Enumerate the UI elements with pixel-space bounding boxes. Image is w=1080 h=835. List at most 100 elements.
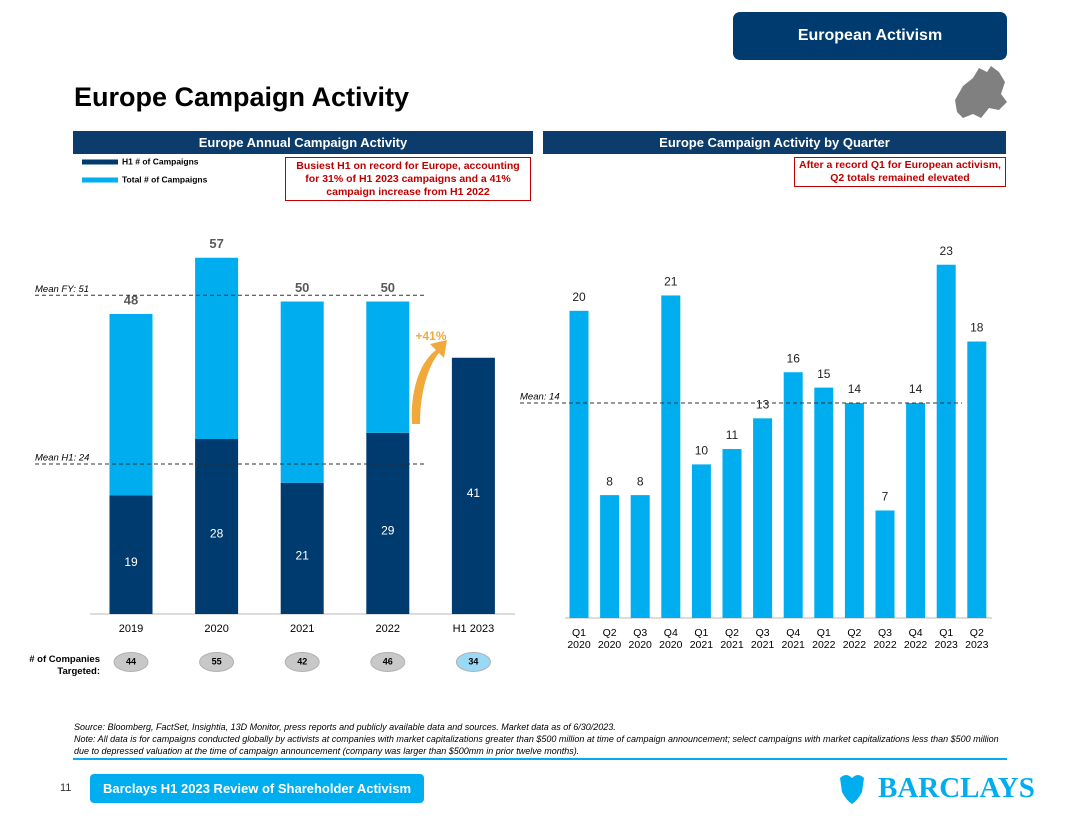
company-pill: [370, 652, 406, 672]
value-label: 23: [940, 244, 954, 258]
companies-label: # of Companies Targeted:: [29, 654, 100, 677]
x-tick-label: 2022: [904, 639, 928, 651]
company-pill: [113, 652, 149, 672]
bar: [661, 295, 681, 618]
company-pill: [199, 652, 235, 672]
value-label: 21: [664, 275, 678, 289]
x-tick-label: Q4: [786, 627, 800, 639]
annotation: After a record Q1 for European activism,…: [794, 157, 1006, 187]
x-tick-label: 2019: [119, 623, 143, 635]
note: Note: All data is for campaigns conducte…: [74, 734, 999, 756]
mean-label: Mean FY: 51: [35, 284, 89, 295]
bar-segment: [195, 257, 239, 439]
value-label: 8: [606, 474, 613, 488]
bar: [600, 495, 620, 618]
value-label: 14: [848, 382, 862, 396]
bar: [875, 510, 895, 618]
page-title: Europe Campaign Activity: [74, 82, 410, 112]
bar-segment: [195, 439, 239, 614]
x-tick-label: 2021: [290, 623, 314, 635]
x-tick-label: Q2: [970, 627, 984, 639]
x-tick-label: 2020: [204, 623, 228, 635]
x-tick-label: 2022: [873, 639, 897, 651]
page-number: 11: [60, 782, 72, 794]
mean-label: Mean H1: 24: [35, 453, 89, 464]
x-tick-label: H1 2023: [453, 623, 495, 635]
bar: [844, 402, 864, 618]
x-tick-label: Q1: [694, 627, 708, 639]
x-tick-label: Q1: [939, 627, 953, 639]
bar: [722, 449, 742, 618]
report-name: Barclays H1 2023 Review of Shareholder A…: [90, 774, 424, 803]
bar: [814, 387, 834, 618]
total-label: 50: [295, 280, 309, 295]
bar-segment: [451, 357, 495, 614]
x-tick-label: Q1: [817, 627, 831, 639]
x-tick-label: 2021: [720, 639, 744, 651]
x-tick-label: 2022: [843, 639, 867, 651]
bar-segment: [366, 301, 410, 433]
total-label: 48: [124, 292, 138, 307]
bar-segment: [366, 432, 410, 614]
chart-title: Europe Annual Campaign Activity: [73, 131, 533, 154]
x-tick-label: 2022: [812, 639, 836, 651]
section-tag: European Activism: [733, 12, 1007, 60]
bar: [753, 418, 773, 618]
x-tick-label: 2020: [567, 639, 591, 651]
x-tick-label: Q1: [572, 627, 586, 639]
value-label: 16: [787, 351, 801, 365]
company-count: 44: [126, 656, 136, 666]
value-label: 18: [970, 321, 984, 335]
x-tick-label: Q4: [664, 627, 678, 639]
company-count: 46: [383, 656, 393, 666]
bar: [630, 495, 650, 618]
total-label: 57: [209, 236, 223, 251]
x-tick-label: Q3: [633, 627, 647, 639]
value-label: 21: [296, 549, 310, 563]
x-tick-label: Q2: [603, 627, 617, 639]
bar: [906, 402, 926, 618]
source-note: Source: Bloomberg, FactSet, Insightia, 1…: [74, 722, 616, 732]
chart-title: Europe Campaign Activity by Quarter: [543, 131, 1006, 154]
x-tick-label: 2020: [598, 639, 622, 651]
x-tick-label: 2020: [629, 639, 653, 651]
value-label: 41: [467, 486, 481, 500]
company-pill: [284, 652, 320, 672]
bar: [936, 264, 956, 618]
value-label: 11: [726, 428, 739, 442]
x-tick-label: 2023: [965, 639, 989, 651]
legend-label: Total # of Campaigns: [122, 174, 208, 184]
brand-logo: BARCLAYS: [878, 772, 1035, 804]
x-tick-label: Q4: [909, 627, 923, 639]
bar: [967, 341, 987, 618]
bar-segment: [280, 301, 324, 483]
value-label: 20: [572, 290, 586, 304]
value-label: 7: [882, 490, 889, 504]
bar-segment: [109, 495, 153, 614]
x-tick-label: 2021: [690, 639, 714, 651]
mean-label: Mean: 14: [520, 391, 560, 402]
value-label: 29: [381, 524, 395, 538]
company-pill: [455, 652, 491, 672]
value-label: 15: [817, 367, 831, 381]
value-label: 8: [637, 474, 644, 488]
value-label: 28: [210, 527, 224, 541]
legend-swatch: [82, 177, 118, 183]
bar-segment: [109, 314, 153, 496]
value-label: 19: [124, 555, 138, 569]
growth-label: +41%: [415, 329, 446, 343]
bar: [691, 464, 711, 618]
eagle-icon: [840, 775, 864, 804]
company-count: 55: [212, 656, 222, 666]
x-tick-label: Q2: [725, 627, 739, 639]
total-label: 50: [381, 280, 395, 295]
bar-segment: [280, 482, 324, 614]
divider: [73, 758, 1007, 760]
company-count: 34: [468, 656, 478, 666]
x-tick-label: Q3: [878, 627, 892, 639]
europe-map: [955, 66, 1007, 118]
x-tick-label: Q3: [756, 627, 770, 639]
legend-swatch: [82, 159, 118, 165]
